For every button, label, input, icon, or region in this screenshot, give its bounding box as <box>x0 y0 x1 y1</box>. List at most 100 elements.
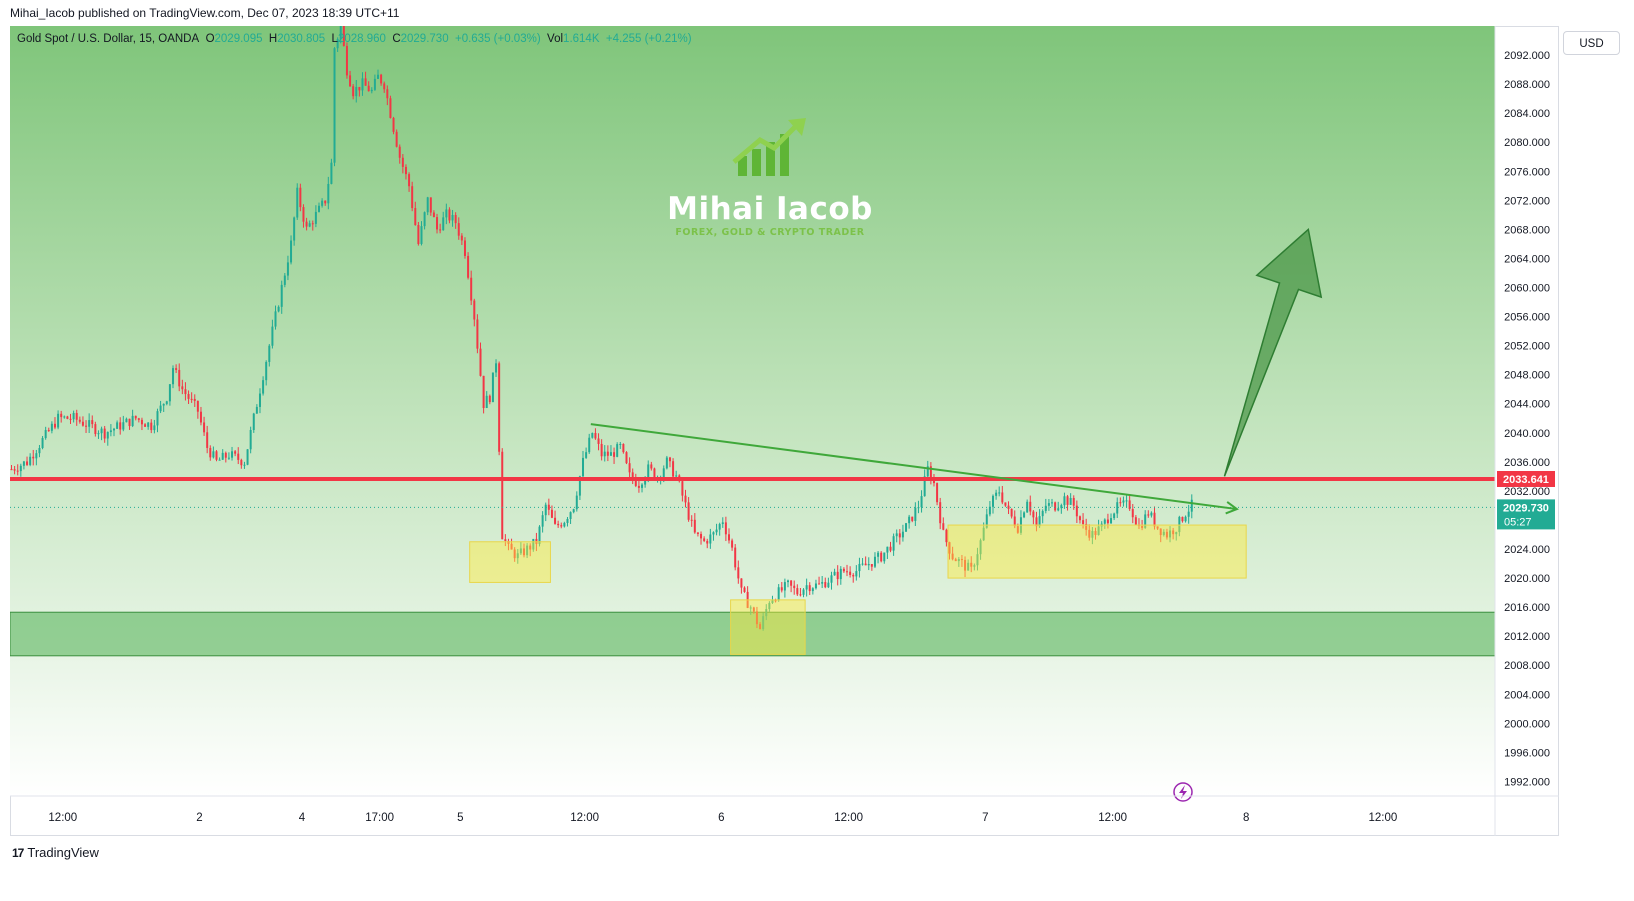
candle-body <box>373 78 376 90</box>
candle-body <box>541 515 544 527</box>
candle-body <box>1029 501 1032 512</box>
candle <box>591 432 594 439</box>
candle-body <box>97 433 100 435</box>
candle-body <box>377 74 380 79</box>
y-tick-label: 2064.000 <box>1504 253 1550 265</box>
candle <box>575 491 578 512</box>
candle <box>1044 498 1047 514</box>
candle-body <box>1134 517 1137 525</box>
candle-body <box>687 502 690 520</box>
y-tick-label: 2056.000 <box>1504 312 1550 324</box>
candle-body <box>749 607 752 609</box>
x-tick-label: 4 <box>299 812 306 824</box>
candle <box>44 426 47 440</box>
candle <box>839 566 842 585</box>
candle <box>156 408 159 433</box>
candle-body <box>752 607 755 612</box>
candle <box>550 505 553 519</box>
candle-body <box>1051 502 1054 504</box>
candle <box>308 220 311 228</box>
candle <box>650 461 653 471</box>
candle <box>914 502 917 526</box>
candle <box>1165 528 1168 540</box>
candle-body <box>501 451 504 540</box>
candle <box>740 578 743 594</box>
candle <box>140 417 143 431</box>
candle-body <box>1054 502 1057 511</box>
candle <box>1091 527 1094 545</box>
candle <box>432 210 435 218</box>
candle-body <box>644 478 647 485</box>
candle-body <box>569 512 572 519</box>
candle <box>88 413 91 433</box>
candle <box>1047 499 1050 511</box>
candle-body <box>765 609 768 617</box>
candle-body <box>252 413 255 430</box>
candle <box>476 314 479 354</box>
candle <box>26 456 29 467</box>
candle <box>411 181 414 212</box>
candle-body <box>929 466 932 481</box>
candle <box>541 511 544 533</box>
candle <box>886 546 889 559</box>
x-tick-label: 12:00 <box>48 812 77 824</box>
candle <box>280 280 283 314</box>
candle-body <box>181 386 184 390</box>
candle <box>1066 494 1069 511</box>
low-label: L <box>331 33 338 45</box>
candle <box>516 549 519 564</box>
candle-body <box>442 217 445 231</box>
candle <box>873 552 876 569</box>
candle-body <box>892 536 895 551</box>
y-tick-label: 2048.000 <box>1504 370 1550 382</box>
candle-body <box>1141 525 1144 528</box>
currency-button[interactable]: USD <box>1563 31 1620 55</box>
candle-body <box>1165 531 1168 538</box>
candle-body <box>485 395 488 408</box>
tradingview-logo[interactable]: 17 TradingView <box>12 845 99 860</box>
candle <box>131 409 134 428</box>
candle <box>32 449 35 466</box>
candle <box>231 446 234 461</box>
candle-body <box>156 411 159 426</box>
symbol-name[interactable]: Gold Spot / U.S. Dollar, 15, OANDA <box>17 33 200 45</box>
candle <box>513 547 516 562</box>
candle <box>538 525 541 547</box>
candle-body <box>206 432 209 448</box>
candle-body <box>858 563 861 572</box>
candle-body <box>700 533 703 539</box>
candle <box>628 457 631 479</box>
candle-body <box>991 495 994 507</box>
candle <box>63 415 66 419</box>
candle <box>1187 504 1190 524</box>
candle-body <box>1010 508 1013 517</box>
candle <box>619 441 622 449</box>
candle-body <box>69 418 72 420</box>
candle-body <box>1041 510 1044 517</box>
candle <box>324 200 327 206</box>
candle <box>327 176 330 210</box>
candle <box>302 204 305 228</box>
candle-body <box>731 540 734 548</box>
candle <box>358 86 361 97</box>
candle <box>339 26 342 44</box>
candle-body <box>358 86 361 91</box>
candle-body <box>560 525 563 527</box>
candle <box>892 533 895 556</box>
candle <box>1172 527 1175 540</box>
candle-body <box>22 461 25 466</box>
candle-body <box>1044 505 1047 511</box>
candle <box>436 213 439 234</box>
candle <box>85 420 88 433</box>
candle <box>488 394 491 405</box>
candle <box>554 510 557 525</box>
highlight-zone <box>469 541 551 583</box>
candle <box>66 415 69 420</box>
candle-body <box>47 430 50 432</box>
candle-body <box>864 563 867 566</box>
candle-body <box>215 451 218 460</box>
candle <box>696 532 699 537</box>
candle-body <box>50 423 53 431</box>
candle <box>1144 510 1147 529</box>
candle-body <box>345 45 348 76</box>
